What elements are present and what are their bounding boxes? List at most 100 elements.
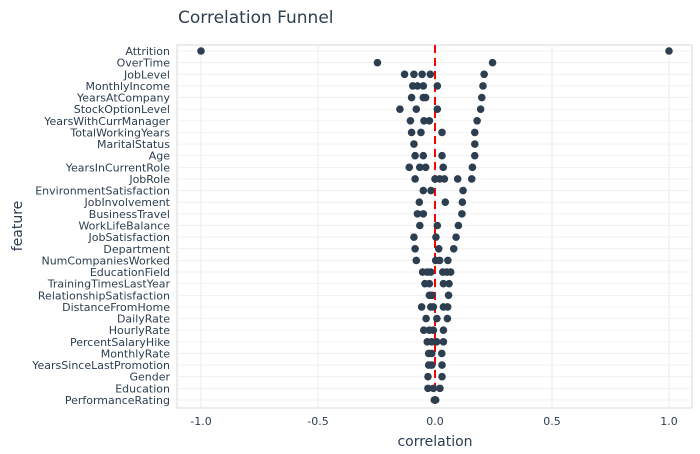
data-point	[431, 396, 440, 404]
data-point	[439, 279, 448, 288]
y-tick-label: DailyRate	[117, 313, 170, 326]
data-point	[415, 221, 424, 230]
data-point	[424, 384, 432, 393]
data-point	[479, 82, 487, 90]
data-point	[443, 303, 452, 311]
y-tick-label: EducationField	[90, 266, 170, 279]
data-point	[470, 151, 479, 160]
data-point	[439, 163, 447, 172]
data-point	[427, 349, 436, 358]
y-tick-label: TotalWorkingYears	[69, 126, 170, 139]
data-point	[458, 198, 467, 207]
y-tick-label: Education	[115, 382, 170, 395]
data-point	[417, 303, 426, 311]
data-point	[665, 47, 673, 55]
data-point	[410, 70, 418, 79]
data-point	[449, 244, 458, 253]
x-tick-label: 0.5	[543, 415, 561, 428]
data-point	[436, 384, 444, 393]
y-tick-label: JobInvolvement	[83, 196, 170, 209]
data-point	[419, 186, 428, 195]
data-point	[412, 256, 421, 265]
data-point	[415, 198, 424, 207]
data-point	[443, 314, 452, 323]
data-point	[405, 163, 414, 172]
data-point	[438, 361, 446, 369]
data-point	[473, 117, 481, 125]
data-point	[445, 279, 453, 288]
y-tick-label: NumCompaniesWorked	[41, 254, 170, 267]
data-point	[454, 221, 463, 230]
data-point	[400, 70, 409, 79]
data-point	[440, 175, 449, 183]
data-point	[426, 70, 435, 79]
data-point	[421, 163, 430, 172]
data-point	[415, 163, 424, 172]
y-tick-label: MonthlyIncome	[85, 80, 170, 93]
y-tick-label: RelationshipSatisfaction	[38, 289, 170, 302]
data-point	[407, 128, 416, 137]
data-point	[467, 175, 476, 183]
data-point	[435, 256, 444, 265]
data-point	[429, 326, 438, 335]
data-point	[422, 314, 430, 323]
data-point	[373, 58, 382, 67]
chart-title: Correlation Funnel	[178, 8, 334, 28]
data-point	[419, 151, 428, 160]
data-point	[470, 128, 479, 137]
data-point	[459, 186, 467, 195]
y-tick-label: EnvironmentSatisfaction	[35, 185, 170, 198]
y-tick-label: OverTime	[117, 57, 171, 70]
y-tick-label: Gender	[129, 371, 170, 384]
data-point	[453, 175, 462, 183]
y-tick-label: DistanceFromHome	[62, 301, 170, 314]
y-tick-label: BusinessTravel	[89, 208, 170, 221]
x-tick-label: 1.0	[660, 415, 678, 428]
data-point	[421, 93, 430, 102]
data-point	[434, 244, 443, 253]
x-tick-label: 0.0	[426, 415, 444, 428]
y-axis-label: feature	[10, 201, 26, 252]
data-point	[438, 151, 446, 160]
y-tick-label: TrainingTimesLastYear	[47, 278, 171, 291]
data-point	[452, 233, 460, 241]
data-point	[470, 140, 479, 148]
data-point	[433, 105, 442, 113]
data-point	[438, 372, 446, 381]
y-tick-label: WorkLifeBalance	[78, 220, 170, 233]
data-point	[413, 210, 422, 218]
data-point	[396, 105, 404, 113]
data-point	[410, 140, 418, 148]
y-tick-label: JobRole	[128, 173, 170, 186]
data-point	[418, 70, 426, 79]
data-point	[444, 256, 452, 265]
y-tick-label: JobLevel	[123, 68, 170, 81]
x-axis-label: correlation	[397, 434, 472, 450]
data-point	[429, 384, 438, 393]
data-point	[444, 291, 453, 300]
data-point	[438, 128, 446, 137]
y-tick-label: Attrition	[125, 45, 170, 58]
data-point	[411, 244, 419, 253]
y-tick-label: YearsSinceLastPromotion	[31, 359, 170, 372]
data-point	[407, 93, 416, 102]
data-point	[433, 82, 442, 90]
data-point	[427, 186, 435, 195]
data-point	[441, 198, 450, 207]
data-point	[468, 163, 477, 172]
y-tick-label: StockOptionLevel	[74, 103, 170, 116]
data-point	[419, 82, 428, 90]
data-point	[412, 105, 421, 113]
data-point	[411, 151, 419, 160]
data-point	[433, 314, 441, 323]
data-point	[432, 233, 440, 241]
data-point	[419, 326, 428, 335]
data-point	[478, 93, 486, 102]
data-point	[426, 268, 435, 276]
data-point	[411, 175, 419, 183]
data-point	[429, 303, 438, 311]
data-point	[433, 221, 442, 230]
x-tick-label: -1.0	[190, 415, 211, 428]
data-point	[420, 117, 428, 125]
data-point	[476, 105, 485, 113]
